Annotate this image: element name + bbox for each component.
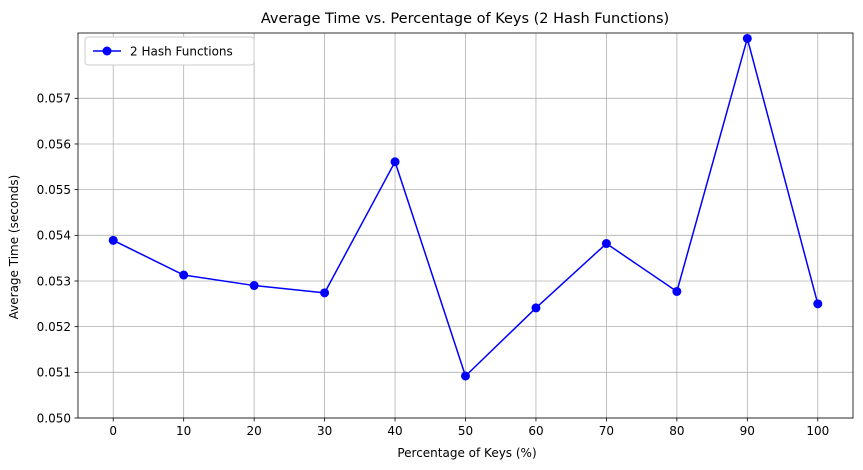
x-tick-label: 70 bbox=[599, 424, 614, 438]
data-point bbox=[672, 286, 682, 296]
x-tick-label: 0 bbox=[109, 424, 117, 438]
data-point bbox=[249, 281, 259, 291]
x-tick-label: 40 bbox=[387, 424, 402, 438]
x-axis-label: Percentage of Keys (%) bbox=[397, 446, 536, 460]
data-point bbox=[531, 303, 541, 313]
y-tick-label: 0.051 bbox=[37, 366, 71, 380]
legend-label: 2 Hash Functions bbox=[130, 45, 233, 59]
chart-title: Average Time vs. Percentage of Keys (2 H… bbox=[261, 11, 669, 27]
grid-lines bbox=[78, 33, 853, 419]
data-point bbox=[742, 33, 752, 43]
data-point bbox=[108, 235, 118, 245]
data-series bbox=[108, 33, 823, 381]
y-tick-label: 0.050 bbox=[37, 411, 71, 425]
data-point bbox=[813, 299, 823, 309]
legend-marker bbox=[102, 46, 112, 56]
x-tick-label: 90 bbox=[740, 424, 755, 438]
x-tick-label: 80 bbox=[669, 424, 684, 438]
legend-box bbox=[84, 36, 255, 66]
x-tick-label: 60 bbox=[528, 424, 543, 438]
y-tick-label: 0.052 bbox=[37, 320, 71, 334]
y-tick-label: 0.055 bbox=[37, 183, 71, 197]
y-tick-label: 0.057 bbox=[37, 92, 71, 106]
y-tick-label: 0.056 bbox=[37, 137, 71, 151]
data-point bbox=[179, 270, 189, 280]
x-tick-label: 10 bbox=[176, 424, 191, 438]
y-tick-label: 0.054 bbox=[37, 229, 71, 243]
legend: 2 Hash Functions bbox=[84, 36, 255, 66]
y-axis-label: Average Time (seconds) bbox=[7, 175, 21, 320]
data-point bbox=[461, 371, 470, 381]
x-tick-label: 30 bbox=[317, 424, 332, 438]
x-tick-label: 20 bbox=[246, 424, 261, 438]
x-tick-label: 50 bbox=[458, 424, 473, 438]
data-point bbox=[601, 239, 611, 249]
data-point bbox=[320, 288, 330, 298]
axes: 0 10 20 30 40 50 60 70 80 90 100 0.050 0.051 0.052 0.0… bbox=[37, 92, 830, 438]
x-tick-label: 100 bbox=[806, 424, 829, 438]
plot-frame bbox=[77, 32, 854, 419]
data-point bbox=[390, 157, 400, 167]
y-tick-label: 0.053 bbox=[37, 274, 71, 288]
